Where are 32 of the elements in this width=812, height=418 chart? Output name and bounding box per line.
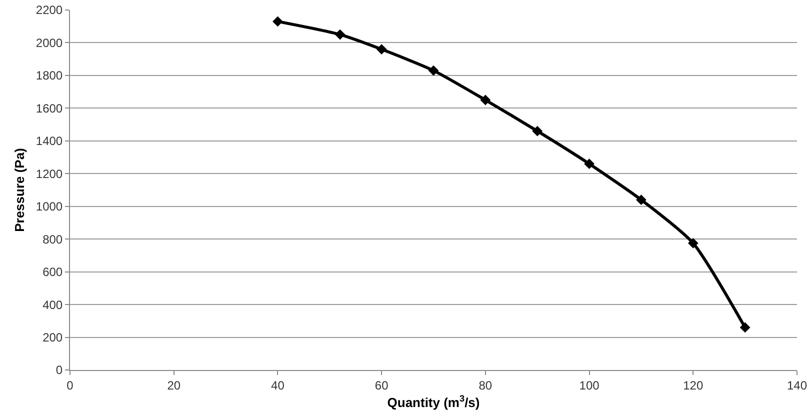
y-tick-label: 2200 [36,3,63,18]
x-tick-label: 40 [271,378,285,392]
y-tick-label: 200 [42,330,63,344]
y-tick-label: 600 [42,265,63,280]
y-tick-label: 1800 [36,68,63,83]
point [376,44,387,54]
x-axis-title: Quantity (m$^{3}$/s) [387,394,480,410]
y-tick-label: 1600 [36,101,63,116]
y-axis-title: Pressure (Pa) [12,148,27,232]
y-tick-label: 400 [42,298,63,312]
x-tick-label: 20 [167,378,181,392]
point [636,194,646,206]
x-tick-label: 80 [478,378,492,392]
x-tick-label: 100 [579,378,600,392]
point [532,126,543,136]
y-tick-label: 2000 [36,36,63,50]
x-tick-label: 0 [66,378,74,392]
point [584,158,594,170]
y-tick-label: 1400 [36,134,63,148]
x-tick-label: 120 [683,378,704,392]
point [428,65,439,76]
y-tick-label: 1200 [36,166,63,181]
y-tick-label: 0 [56,363,63,378]
y-tick-label: 1000 [36,200,63,214]
point [688,238,698,248]
x-tick-label: 140 [786,378,808,392]
point [480,94,491,106]
x-tick-label: 60 [374,378,389,392]
point [272,16,283,27]
point [334,29,346,40]
point [740,322,750,333]
y-tick-label: 800 [42,232,63,246]
